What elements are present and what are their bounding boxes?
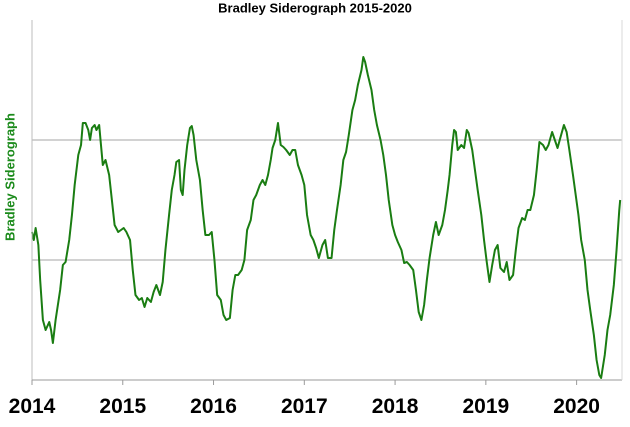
x-tick-label: 2020 <box>553 395 600 418</box>
plot-area <box>31 56 622 379</box>
y-axis-label: Bradley Siderograph <box>2 113 17 241</box>
grid <box>32 139 622 261</box>
x-tick-label: 2014 <box>9 395 56 418</box>
axes <box>31 20 623 381</box>
x-tick-label: 2018 <box>372 395 419 418</box>
x-tick-label: 2017 <box>281 395 328 418</box>
chart-title: Bradley Siderograph 2015-2020 <box>218 0 412 15</box>
x-tick-label: 2015 <box>99 395 146 418</box>
x-tick-label: 2016 <box>190 395 237 418</box>
x-tick-label: 2019 <box>462 395 509 418</box>
data-line <box>31 56 622 379</box>
